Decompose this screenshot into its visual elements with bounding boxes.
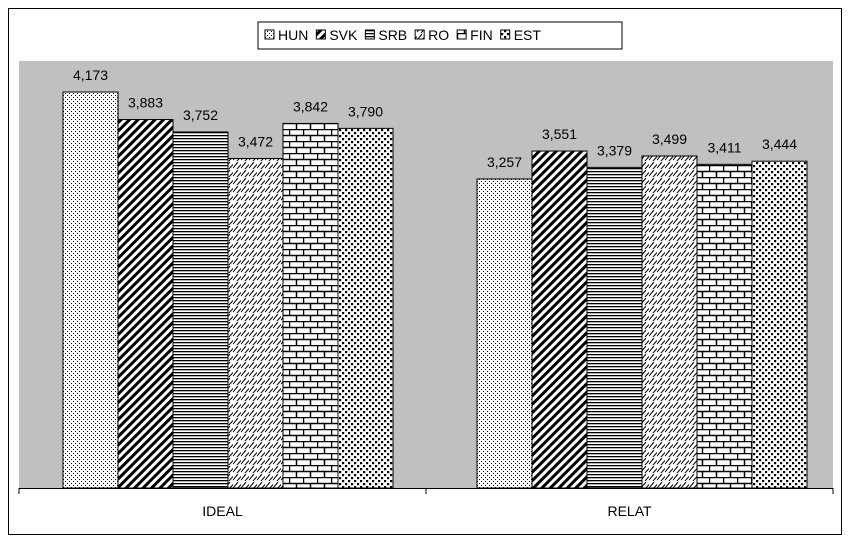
legend-label-hun: HUN <box>278 27 308 43</box>
value-labels-group: 4,173 3,883 3,752 3,472 3,842 3,790 3,257 3,551… <box>73 67 797 170</box>
chart-frame: HUN SVK SRB RO FIN EST 4,173 3,883 3,752 3,472 3,… <box>8 8 842 535</box>
legend-label-fin: FIN <box>470 27 493 43</box>
value-label-relat-srb: 3,379 <box>597 142 632 158</box>
value-label-ideal-svk: 3,883 <box>128 95 163 111</box>
bars-group <box>62 91 808 489</box>
legend-label-svk: SVK <box>329 27 358 43</box>
value-label-relat-svk: 3,551 <box>542 126 577 142</box>
value-label-ideal-est: 3,790 <box>348 103 383 119</box>
legend: HUN SVK SRB RO FIN EST <box>257 21 623 50</box>
bar-ideal-srb <box>172 131 229 489</box>
bar-relat-hun <box>476 178 533 489</box>
x-axis-ticks <box>18 488 834 494</box>
value-label-relat-ro: 3,499 <box>652 131 687 147</box>
bar-ideal-hun <box>62 91 119 489</box>
value-label-ideal-hun: 4,173 <box>73 67 108 83</box>
bar-relat-est <box>751 160 808 489</box>
bar-chart: HUN SVK SRB RO FIN EST 4,173 3,883 3,752 3,472 3,… <box>18 21 834 519</box>
category-label-ideal: IDEAL <box>202 503 243 519</box>
bar-relat-svk <box>531 150 588 489</box>
value-label-relat-hun: 3,257 <box>487 154 522 170</box>
bar-ideal-svk <box>117 119 174 489</box>
legend-swatch-est <box>500 29 511 40</box>
bar-ideal-est <box>337 127 394 489</box>
value-label-relat-est: 3,444 <box>762 136 797 152</box>
legend-swatch-hun <box>264 29 275 40</box>
legend-label-ro: RO <box>428 27 449 43</box>
legend-swatch-fin <box>456 29 467 40</box>
legend-label-srb: SRB <box>378 27 407 43</box>
legend-swatch-svk <box>315 29 326 40</box>
bar-relat-ro <box>641 155 698 489</box>
legend-swatch-srb <box>364 29 375 40</box>
value-label-ideal-fin: 3,842 <box>293 98 328 114</box>
bar-ideal-fin <box>282 122 339 489</box>
value-label-relat-fin: 3,411 <box>708 139 742 155</box>
bar-relat-fin <box>696 163 753 489</box>
category-labels-group: IDEAL RELAT <box>202 503 652 519</box>
legend-label-est: EST <box>514 27 542 43</box>
value-label-ideal-srb: 3,752 <box>183 107 218 123</box>
legend-swatch-ro <box>414 29 425 40</box>
bar-ideal-ro <box>227 158 284 489</box>
bar-relat-srb <box>586 166 643 489</box>
value-label-ideal-ro: 3,472 <box>238 134 273 150</box>
category-label-relat: RELAT <box>607 503 652 519</box>
